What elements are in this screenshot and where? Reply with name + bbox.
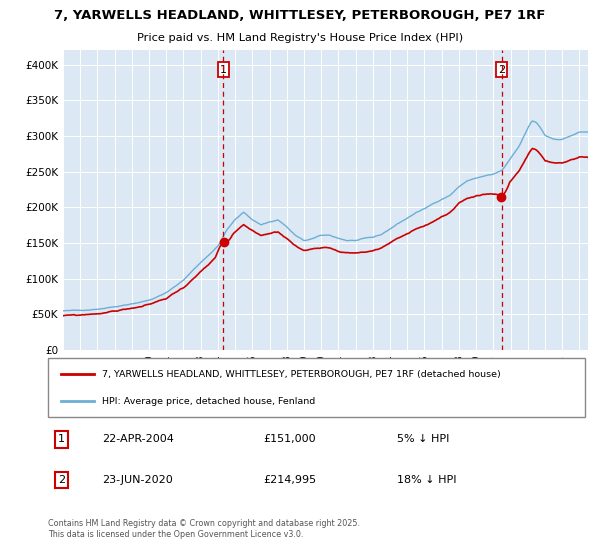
Text: 1: 1 [58, 435, 65, 445]
Text: 2: 2 [498, 64, 505, 74]
Text: 22-APR-2004: 22-APR-2004 [102, 435, 173, 445]
FancyBboxPatch shape [48, 358, 585, 417]
Text: Contains HM Land Registry data © Crown copyright and database right 2025.
This d: Contains HM Land Registry data © Crown c… [48, 519, 360, 539]
Text: 1: 1 [220, 64, 227, 74]
Text: 7, YARWELLS HEADLAND, WHITTLESEY, PETERBOROUGH, PE7 1RF (detached house): 7, YARWELLS HEADLAND, WHITTLESEY, PETERB… [102, 370, 500, 379]
Text: 23-JUN-2020: 23-JUN-2020 [102, 475, 172, 485]
Text: £214,995: £214,995 [263, 475, 316, 485]
Text: 5% ↓ HPI: 5% ↓ HPI [397, 435, 449, 445]
Text: HPI: Average price, detached house, Fenland: HPI: Average price, detached house, Fenl… [102, 397, 315, 406]
Text: 2: 2 [58, 475, 65, 485]
Text: £151,000: £151,000 [263, 435, 316, 445]
Text: 18% ↓ HPI: 18% ↓ HPI [397, 475, 457, 485]
Text: Price paid vs. HM Land Registry's House Price Index (HPI): Price paid vs. HM Land Registry's House … [137, 34, 463, 43]
Text: 7, YARWELLS HEADLAND, WHITTLESEY, PETERBOROUGH, PE7 1RF: 7, YARWELLS HEADLAND, WHITTLESEY, PETERB… [55, 8, 545, 22]
